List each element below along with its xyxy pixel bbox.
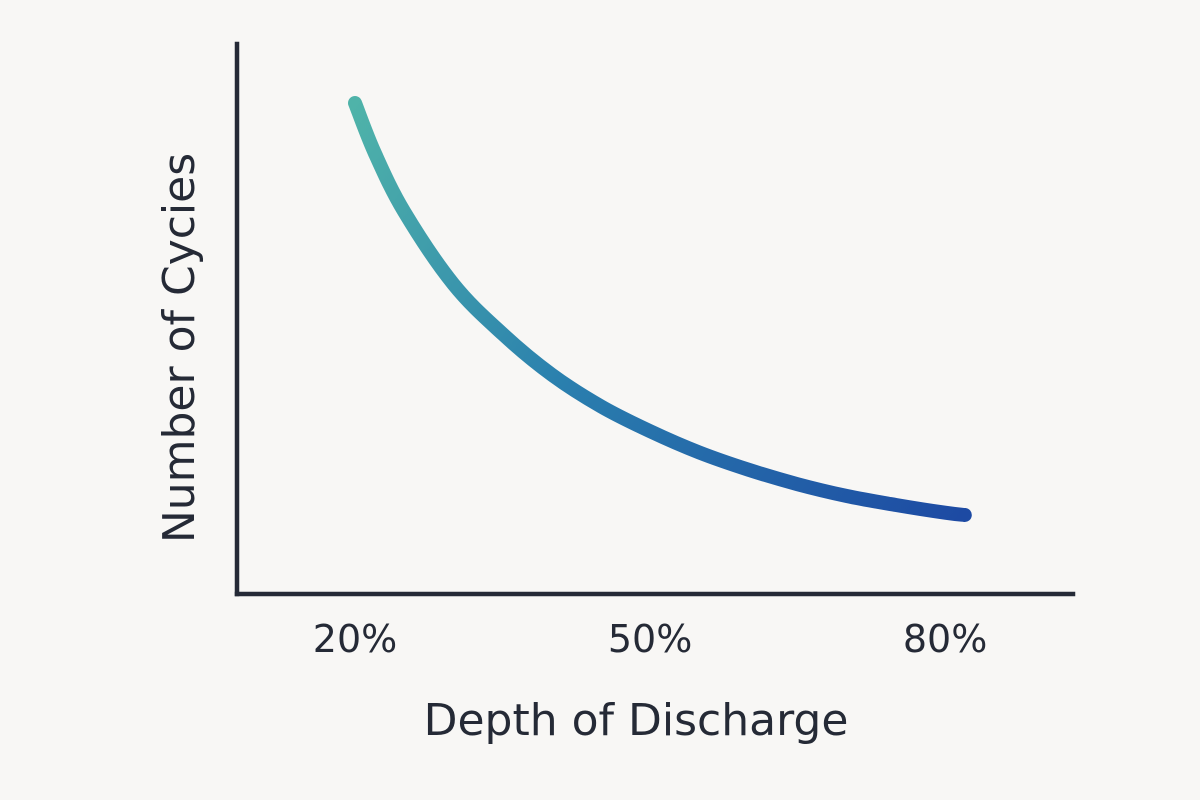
x-tick-label: 50% <box>608 617 692 661</box>
y-axis-title: Number of Cycies <box>154 153 205 543</box>
series-line <box>348 96 972 522</box>
x-axis-title: Depth of Discharge <box>424 695 849 746</box>
plot-area <box>234 41 1076 597</box>
series-layer <box>348 96 972 522</box>
x-tick-labels: 20% 50% 80% <box>313 617 988 661</box>
x-tick-label: 20% <box>313 617 397 661</box>
x-tick-label: 80% <box>903 617 987 661</box>
